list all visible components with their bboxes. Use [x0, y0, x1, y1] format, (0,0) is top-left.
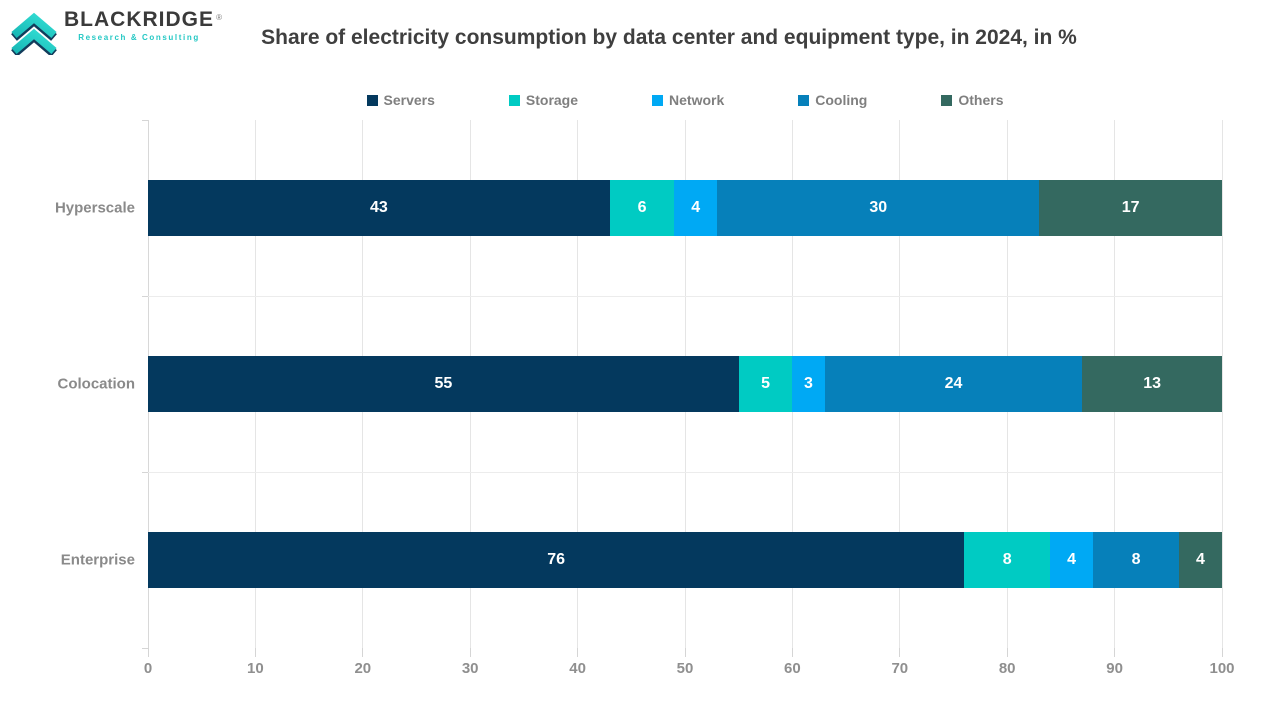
category-label-colocation: Colocation — [57, 375, 136, 393]
x-tick-mark — [899, 648, 901, 657]
x-tick-label: 10 — [247, 660, 264, 677]
legend-label: Storage — [525, 92, 579, 108]
logo-wordmark: BLACKRIDGE ® — [64, 8, 223, 31]
bar-segment-servers: 76 — [148, 532, 965, 588]
legend-swatch-icon — [941, 94, 953, 106]
x-tick-mark — [1221, 648, 1223, 657]
legend-label: Cooling — [815, 92, 868, 108]
legend-swatch-icon — [366, 94, 378, 106]
legend-item-servers: Servers — [366, 92, 435, 108]
stacked-bar-hyperscale: 43 6 4 30 17 — [148, 180, 1222, 236]
bar-value-label: 4 — [691, 199, 701, 216]
bar-value-label: 55 — [434, 375, 453, 392]
legend-label: Network — [669, 92, 725, 108]
legend-item-storage: Storage — [508, 92, 579, 108]
legend-swatch-icon — [508, 94, 520, 106]
x-tick-mark — [577, 648, 579, 657]
x-tick-mark — [684, 648, 686, 657]
legend-item-cooling: Cooling — [798, 92, 867, 108]
x-tick-mark — [362, 648, 364, 657]
y-tick-mark — [142, 472, 148, 473]
x-tick-label: 20 — [354, 660, 372, 677]
band-separator — [148, 472, 1222, 473]
bar-segment-network: 4 — [674, 180, 718, 236]
bar-value-label: 30 — [869, 199, 888, 216]
x-tick-mark — [1006, 648, 1008, 657]
bar-segment-others: 13 — [1082, 356, 1222, 412]
x-tick-mark — [791, 648, 793, 657]
bar-segment-storage: 6 — [609, 180, 675, 236]
bar-segment-network: 4 — [1050, 532, 1094, 588]
x-tick-label: 90 — [1106, 660, 1123, 677]
stacked-bar-colocation: 55 5 3 24 13 — [148, 356, 1222, 412]
bar-value-label: 5 — [761, 375, 770, 392]
double-chevron-up-icon — [11, 12, 57, 55]
legend-item-others: Others — [941, 92, 1003, 108]
bar-value-label: 17 — [1121, 199, 1140, 216]
gridline-x-100 — [1221, 120, 1223, 648]
x-tick-label: 100 — [1209, 660, 1235, 677]
bar-segment-others: 17 — [1039, 180, 1222, 236]
stacked-bar-enterprise: 76 8 4 8 4 — [148, 532, 1222, 588]
logo-text: BLACKRIDGE ® Research & Consulting — [64, 8, 223, 42]
x-tick-label: 30 — [461, 660, 479, 677]
bar-value-label: 4 — [1196, 551, 1205, 568]
bar-value-label: 3 — [804, 375, 813, 392]
bar-segment-storage: 8 — [964, 532, 1051, 588]
bar-segment-storage: 5 — [738, 356, 793, 412]
x-tick-mark — [147, 648, 149, 657]
bar-value-label: 6 — [637, 199, 647, 216]
x-tick-label: 40 — [569, 660, 586, 677]
bar-value-label: 43 — [370, 199, 388, 216]
chart-title: Share of electricity consumption by data… — [261, 26, 1077, 49]
y-tick-mark — [142, 648, 148, 649]
x-tick-mark — [469, 648, 471, 657]
x-tick-label: 70 — [891, 660, 909, 677]
legend-label: Others — [958, 92, 1004, 108]
bar-segment-others: 4 — [1179, 532, 1222, 588]
bar-value-label: 13 — [1143, 375, 1162, 392]
category-label-hyperscale: Hyperscale — [54, 199, 135, 217]
category-axis: Hyperscale Colocation Enterprise — [0, 120, 135, 648]
legend-swatch-icon — [652, 94, 664, 106]
bar-value-label: 76 — [547, 551, 566, 568]
x-tick-label: 60 — [784, 660, 801, 677]
x-tick-mark — [254, 648, 256, 657]
band-separator — [148, 296, 1222, 297]
x-tick-mark — [1114, 648, 1116, 657]
legend-item-network: Network — [652, 92, 724, 108]
x-tick-label: 0 — [143, 660, 153, 677]
registered-mark: ® — [216, 13, 223, 22]
bar-value-label: 24 — [944, 375, 963, 392]
logo-tagline: Research & Consulting — [78, 33, 200, 42]
bar-segment-network: 3 — [792, 356, 825, 412]
y-tick-mark — [142, 296, 148, 297]
bar-segment-cooling: 24 — [824, 356, 1083, 412]
y-tick-mark — [142, 120, 148, 121]
x-tick-label: 50 — [676, 660, 694, 677]
legend-label: Servers — [383, 92, 435, 108]
bar-segment-cooling: 8 — [1093, 532, 1179, 588]
bar-segment-servers: 43 — [148, 180, 610, 236]
legend: Servers Storage Network Cooling Others — [148, 90, 1222, 110]
bar-value-label: 8 — [1131, 551, 1141, 568]
blackridge-logo: BLACKRIDGE ® Research & Consulting — [10, 8, 223, 55]
bar-segment-cooling: 30 — [717, 180, 1040, 236]
bar-value-label: 4 — [1067, 551, 1077, 568]
bar-segment-servers: 55 — [148, 356, 739, 412]
category-label-enterprise: Enterprise — [60, 551, 135, 569]
legend-swatch-icon — [798, 94, 810, 106]
x-tick-label: 80 — [998, 660, 1016, 677]
plot-area: 0 10 20 30 40 50 60 70 80 90 100 43 6 4 30 17 55 5 3 24 13 76… — [142, 120, 1235, 677]
bar-value-label: 8 — [1002, 551, 1012, 568]
